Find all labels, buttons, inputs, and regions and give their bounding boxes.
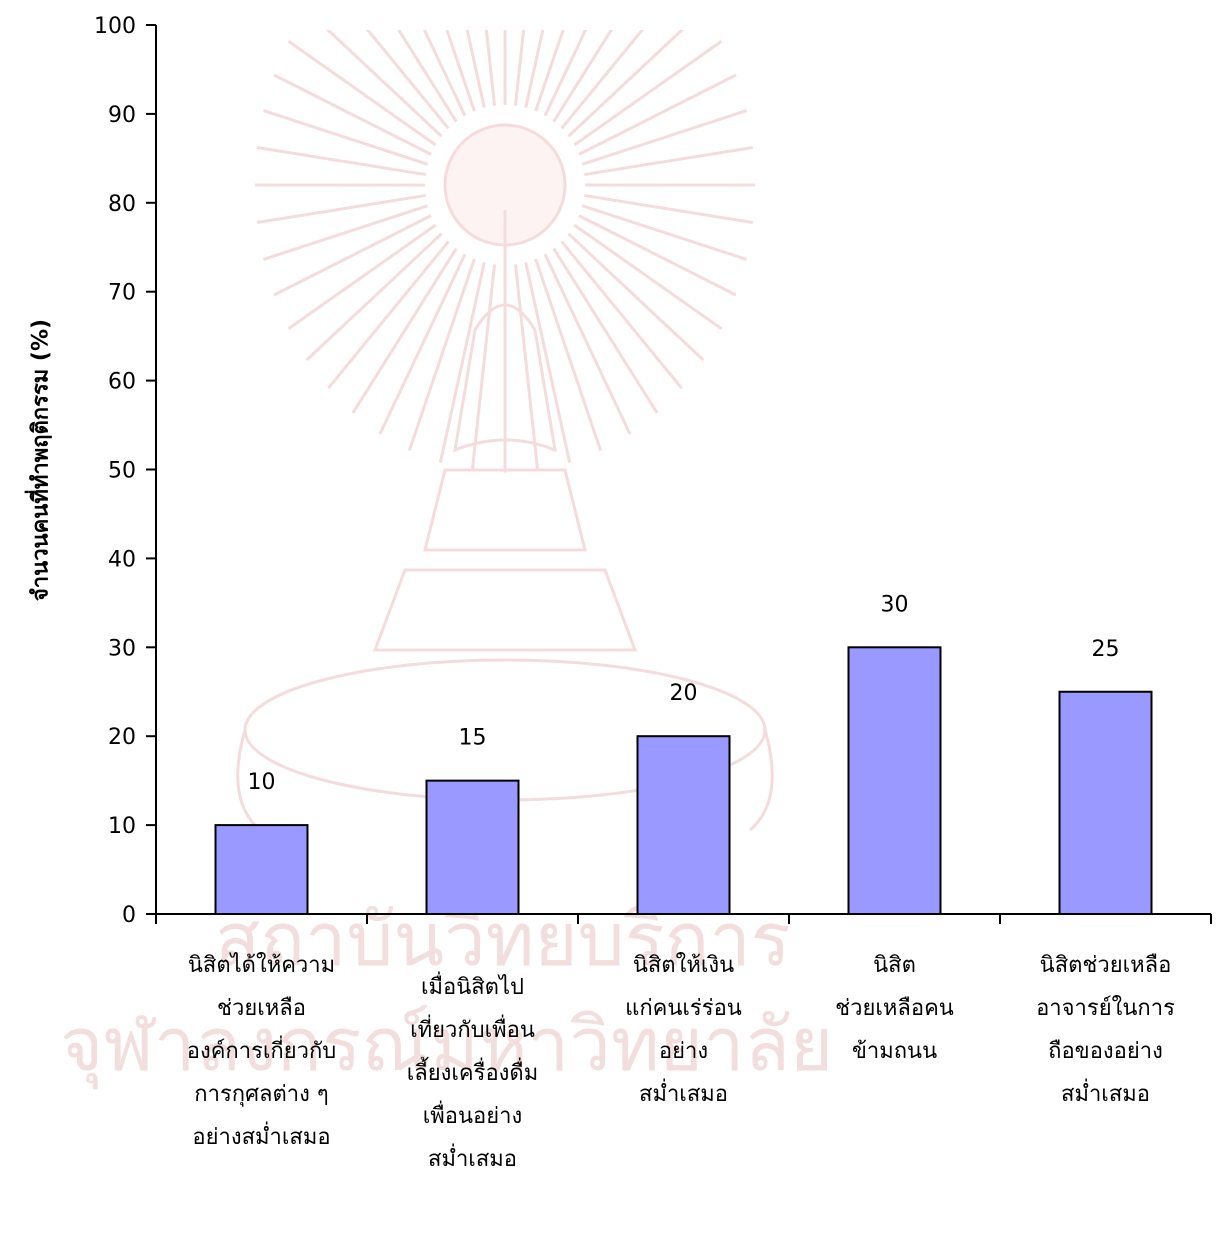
bar xyxy=(214,824,309,915)
x-category-label-line: สม่ำเสมอ xyxy=(1061,1082,1150,1107)
y-tick-label: 80 xyxy=(108,192,136,217)
y-axis: 0 10 20 30 40 50 60 70 80 90 100 xyxy=(94,14,157,928)
x-category-label-line: อย่างสม่ำเสมอ xyxy=(192,1125,331,1150)
y-tick-label: 50 xyxy=(108,459,136,484)
x-category-label-line: นิสิตช่วยเหลือ xyxy=(1039,953,1172,978)
bars xyxy=(214,646,1153,916)
x-category-label-line: เที่ยวกับเพื่อน xyxy=(410,1018,535,1043)
y-tick-label: 30 xyxy=(108,636,136,661)
y-tick-label: 0 xyxy=(122,903,136,928)
y-tick-label: 70 xyxy=(108,281,136,306)
x-category-label: นิสิตช่วยเหลือคนข้ามถนน xyxy=(795,944,995,1073)
x-category-label-line: นิสิตให้เงิน xyxy=(632,953,735,978)
x-category-label: เมื่อนิสิตไปเที่ยวกับเพื่อนเลี้ยงเครื่อง… xyxy=(373,966,573,1181)
x-category-label-line: นิสิต xyxy=(873,953,916,978)
data-label: 20 xyxy=(670,681,698,706)
x-category-label-line: เลี้ยงเครื่องดื่ม xyxy=(406,1061,539,1086)
y-tick-label: 90 xyxy=(108,103,136,128)
x-category-label-line: เมื่อนิสิตไป xyxy=(420,975,525,1000)
y-axis-title: จำนวนคนที่ทำพฤติกรรม (%) xyxy=(28,318,54,602)
x-category-label-line: ช่วยเหลือ xyxy=(217,996,306,1021)
bar xyxy=(1058,690,1153,915)
y-tick-label: 10 xyxy=(108,814,136,839)
x-category-label-line: ถือของอย่าง xyxy=(1048,1039,1163,1064)
x-category-label-line: เพื่อนอย่าง xyxy=(422,1104,523,1129)
x-category-label-line: สม่ำเสมอ xyxy=(428,1147,517,1172)
bar xyxy=(636,735,731,916)
x-category-label-line: อย่าง xyxy=(658,1039,709,1064)
x-category-label-line: สม่ำเสมอ xyxy=(639,1082,728,1107)
x-category-label-line: ช่วยเหลือคน xyxy=(835,996,954,1021)
data-label: 15 xyxy=(459,726,487,751)
y-tick-label: 60 xyxy=(108,370,136,395)
y-tick-label: 20 xyxy=(108,725,136,750)
x-category-label: นิสิตให้เงินแก่คนเร่ร่อนอย่างสม่ำเสมอ xyxy=(584,944,784,1116)
data-label: 10 xyxy=(248,770,276,795)
x-category-label-line: การกุศลต่าง ๆ xyxy=(194,1082,329,1107)
bar xyxy=(847,646,942,915)
x-category-label: นิสิตช่วยเหลืออาจารย์ในการถือของอย่างสม่… xyxy=(1006,944,1206,1116)
data-label: 30 xyxy=(881,592,909,617)
x-category-label-line: นิสิตได้ให้ความ xyxy=(187,953,336,978)
x-category-label-line: แก่คนเร่ร่อน xyxy=(625,996,742,1021)
x-category-label-line: อาจารย์ในการ xyxy=(1036,996,1175,1021)
data-labels: 10 15 20 30 25 xyxy=(248,592,1120,795)
bar xyxy=(425,779,520,916)
x-category-label-line: ข้ามถนน xyxy=(851,1039,938,1064)
y-tick-label: 100 xyxy=(94,14,136,39)
x-category-label-line: องค์การเกี่ยวกับ xyxy=(186,1039,337,1064)
data-label: 25 xyxy=(1092,637,1120,662)
x-category-label: นิสิตได้ให้ความช่วยเหลือองค์การเกี่ยวกับ… xyxy=(162,944,362,1159)
x-axis xyxy=(155,913,1212,924)
y-tick-label: 40 xyxy=(108,547,136,572)
